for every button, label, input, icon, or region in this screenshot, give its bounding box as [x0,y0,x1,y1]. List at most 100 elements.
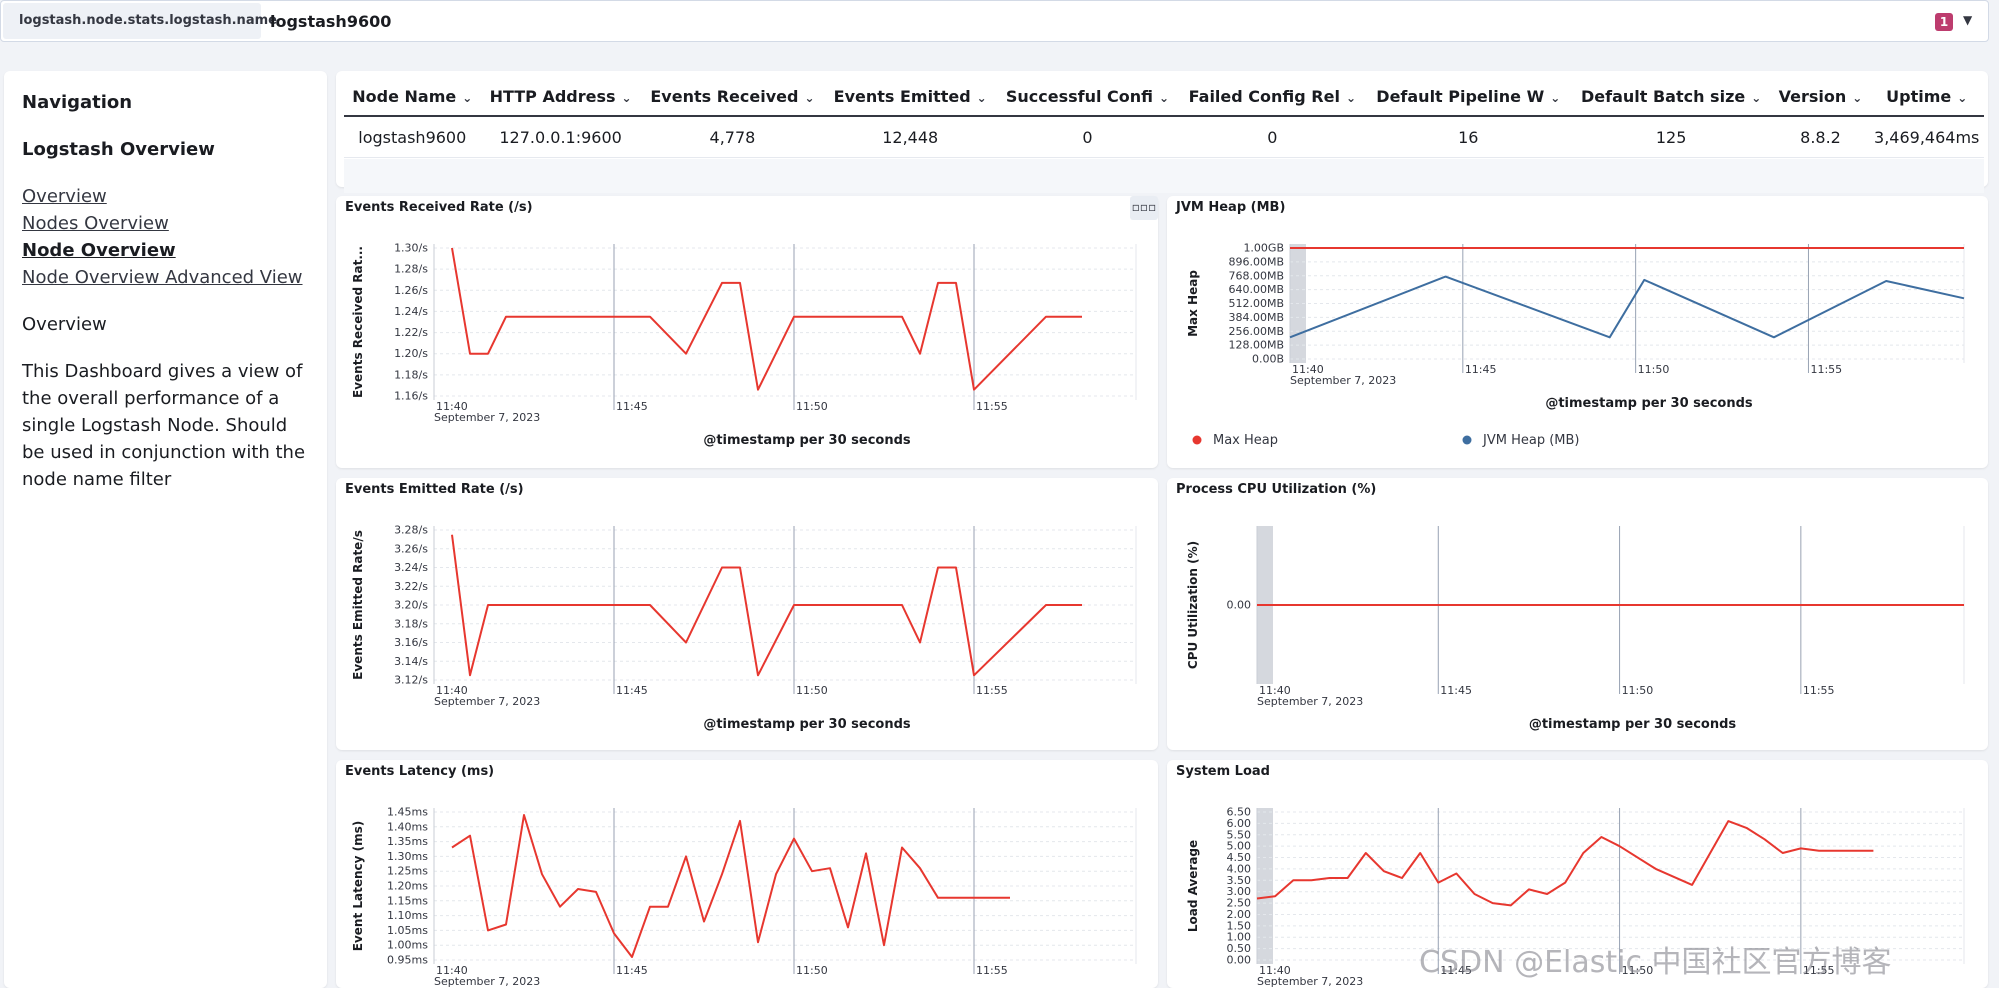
chevron-down-icon[interactable]: ▼ [1963,13,1973,27]
node-table-panel: Node Name ⌄ HTTP Address ⌄ Events Received… [336,71,1988,193]
y-axis-title: Events Received Rat... [351,246,365,398]
cpu-utilization-chart: 0.00 11:40 11:45 11:50 11:55 September 7, 202… [1186,526,1965,732]
column-header[interactable]: Events Received ⌄ [640,77,825,117]
filter-field-label[interactable]: logstash.node.stats.logstash.name [3,3,277,39]
y-axis-title: CPU Utilization (%) [1186,541,1200,669]
legend-label: JVM Heap (MB) [1482,433,1579,448]
y-tick-label: 3.16/s [394,636,428,649]
y-tick-label: 6.50 [1227,806,1252,819]
x-tick-label: 11:45 [1465,363,1497,376]
y-tick-label: 1.18/s [394,368,428,381]
x-tick-label: 11:55 [976,964,1008,977]
y-tick-label: 1.05ms [387,924,428,937]
nav-link-nodes-overview[interactable]: Nodes Overview [22,213,169,234]
x-date-label: September 7, 2023 [1290,374,1396,387]
chevron-down-icon: ⌄ [1957,90,1968,105]
column-header[interactable]: HTTP Address ⌄ [480,77,641,117]
y-tick-label: 1.15ms [387,894,428,907]
nav-link-node-overview-advanced[interactable]: Node Overview Advanced View [22,267,303,288]
x-tick-label: 11:50 [796,400,828,413]
system-load-chart: 6.506.005.505.004.504.003.503.002.502.00… [1186,806,1965,988]
x-tick-label: 11:40 [436,964,468,977]
y-tick-label: 1.16/s [394,390,428,403]
column-header[interactable]: Events Emitted ⌄ [824,77,997,117]
x-axis-title: @timestamp per 30 seconds [1545,396,1753,411]
y-tick-label: 1.20ms [387,880,428,893]
y-tick-label: 2.50 [1227,897,1252,910]
chevron-down-icon: ⌄ [976,90,987,105]
chevron-down-icon: ⌄ [1852,90,1863,105]
nav-link-node-overview[interactable]: Node Overview [22,240,176,261]
y-tick-label: 1.25ms [387,865,428,878]
x-tick-label: 11:50 [1622,964,1654,977]
chevron-down-icon: ⌄ [804,90,815,105]
y-tick-label: 3.22/s [394,580,428,593]
column-header[interactable]: Uptime ⌄ [1869,77,1984,117]
jvm-heap-chart: 1.00GB896.00MB768.00MB640.00MB512.00MB38… [1186,242,1965,448]
x-tick-label: 11:40 [436,400,468,413]
legend-dot [1192,435,1202,445]
table-cell: 12,448 [824,116,997,158]
x-tick-label: 11:55 [1803,964,1835,977]
cpu-utilization-panel: Process CPU Utilization (%) 0.00 11:40 11:… [1167,478,1988,750]
x-tick-label: 11:55 [976,400,1008,413]
more-icon[interactable]: ▫▫▫ [1130,196,1158,220]
panel-title: Events Emitted Rate (/s) [345,482,524,497]
system-load-panel: System Load 6.50 6.00 5.50 5.00 4.50 4.00 3.50… [1167,760,1988,988]
y-tick-label: 3.26/s [394,542,428,555]
y-tick-label: 1.30/s [394,242,428,255]
y-tick-label: 1.20/s [394,347,428,360]
y-tick-label: 1.00 [1227,931,1252,944]
column-header[interactable]: Default Batch size ⌄ [1570,77,1772,117]
column-header[interactable]: Failed Config Rel ⌄ [1178,77,1366,117]
x-date-label: September 7, 2023 [434,695,540,708]
series-line [1256,820,1874,907]
chevron-down-icon: ⌄ [462,90,473,105]
legend-label: Max Heap [1213,433,1278,448]
filter-bar: logstash.node.stats.logstash.name logsta… [0,0,1989,42]
x-tick-label: 11:50 [796,684,828,697]
column-header[interactable]: Default Pipeline W ⌄ [1365,77,1571,117]
chevron-down-icon: ⌄ [1345,90,1357,105]
chevron-down-icon: ⌄ [1751,90,1762,105]
y-tick-label: 4.50 [1227,851,1252,864]
y-tick-label: 6.00 [1227,817,1252,830]
events-emitted-chart: 3.28/s 3.26/s 3.24/s 3.22/s 3.20/s 3.18/s 3.16… [351,524,1137,732]
y-tick-label: 1.50 [1227,919,1252,932]
column-header[interactable]: Version ⌄ [1771,77,1870,117]
chevron-down-icon: ⌄ [1550,90,1561,105]
panel-title: Events Latency (ms) [345,764,495,779]
x-tick-label: 11:40 [1259,684,1291,697]
x-date-label: September 7, 2023 [434,411,540,424]
x-tick-label: 11:45 [616,964,648,977]
x-axis-title: @timestamp per 30 seconds [1529,717,1737,732]
x-axis-title: @timestamp per 30 seconds [703,717,911,732]
y-tick-label: 640.00MB [1228,283,1284,296]
legend-dot [1462,435,1472,445]
y-tick-label: 3.18/s [394,617,428,630]
overview-label: Overview [22,314,107,335]
y-tick-label: 1.35ms [387,835,428,848]
y-axis-title: Event Latency (ms) [351,821,365,952]
y-tick-label: 1.00GB [1243,242,1284,255]
y-tick-label: 3.14/s [394,655,428,668]
events-received-chart: 1.30/s 1.28/s 1.26/s 1.24/s 1.22/s 1.20/s 1.18… [351,242,1137,448]
nav-link-overview[interactable]: Overview [22,186,107,207]
jvm-heap-panel: JVM Heap (MB) 1.00GB 896.00MB 768.00MB 640.… [1167,196,1988,468]
x-tick-label: 11:40 [1292,363,1324,376]
y-tick-label: 2.00 [1227,908,1252,921]
y-tick-label: 0.00 [1227,954,1252,967]
column-header[interactable]: Node Name ⌄ [344,77,481,117]
panel-title: Process CPU Utilization (%) [1176,482,1377,497]
y-tick-label: 4.00 [1227,862,1252,875]
chevron-down-icon: ⌄ [621,90,632,105]
node-table: Node Name ⌄ HTTP Address ⌄ Events Received… [344,77,1984,158]
y-tick-label: 3.28/s [394,524,428,537]
y-tick-label: 1.10ms [387,909,428,922]
x-date-label: September 7, 2023 [1257,975,1363,988]
column-header[interactable]: Successful Confi ⌄ [996,77,1179,117]
filter-value[interactable]: logstash9600 [270,12,392,31]
y-axis-title: Events Emitted Rate/s [351,530,365,680]
panel-title: System Load [1176,764,1270,779]
